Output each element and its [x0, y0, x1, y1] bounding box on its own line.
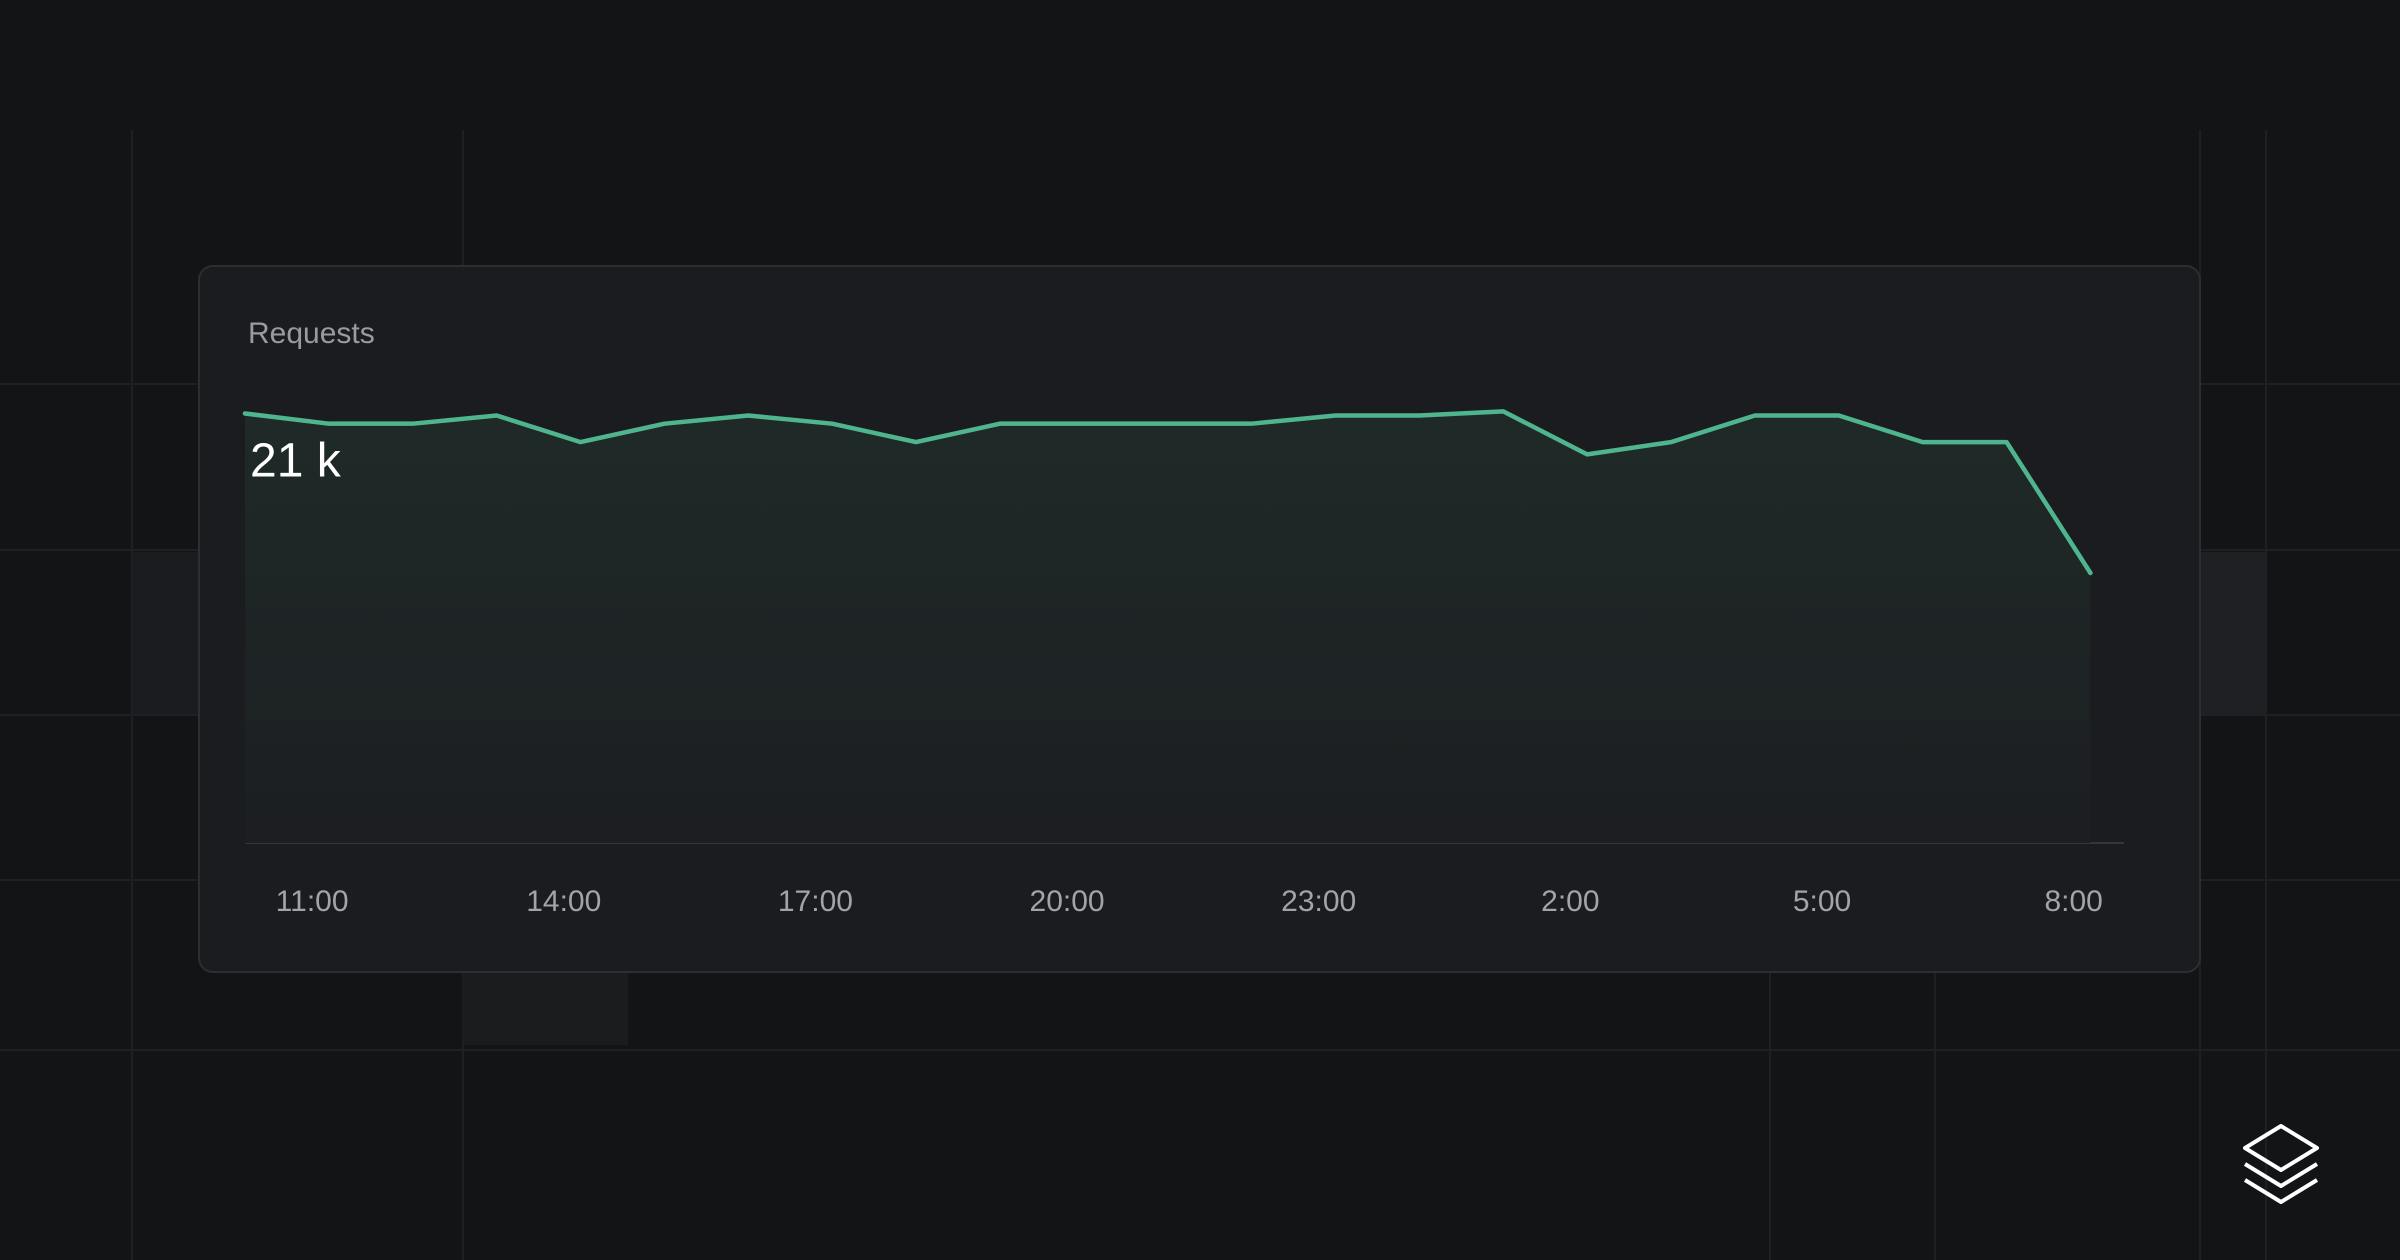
background-tile: [2200, 552, 2266, 714]
card-title: Requests: [248, 317, 375, 350]
line: [242, 409, 2093, 576]
logo: [2243, 1124, 2319, 1204]
x-tick-label: 2:00: [1541, 885, 1599, 918]
background-tile: [133, 552, 199, 714]
plot: 11:00 14:00 17:00 20:00 23:00 2:00 5:00 8:00: [242, 409, 2124, 918]
x-tick-label: 23:00: [1281, 885, 1356, 918]
current-value: 21 k: [250, 435, 342, 488]
x-tick-label: 11:00: [276, 885, 349, 918]
x-tick-label: 17:00: [778, 885, 853, 918]
area: [245, 411, 2091, 843]
x-tick-label: 5:00: [1793, 885, 1851, 918]
x-tick-label: 8:00: [2044, 885, 2102, 918]
x-tick-label: 14:00: [526, 885, 601, 918]
x-tick-label: 20:00: [1030, 885, 1105, 918]
background-tile: [463, 973, 628, 1045]
